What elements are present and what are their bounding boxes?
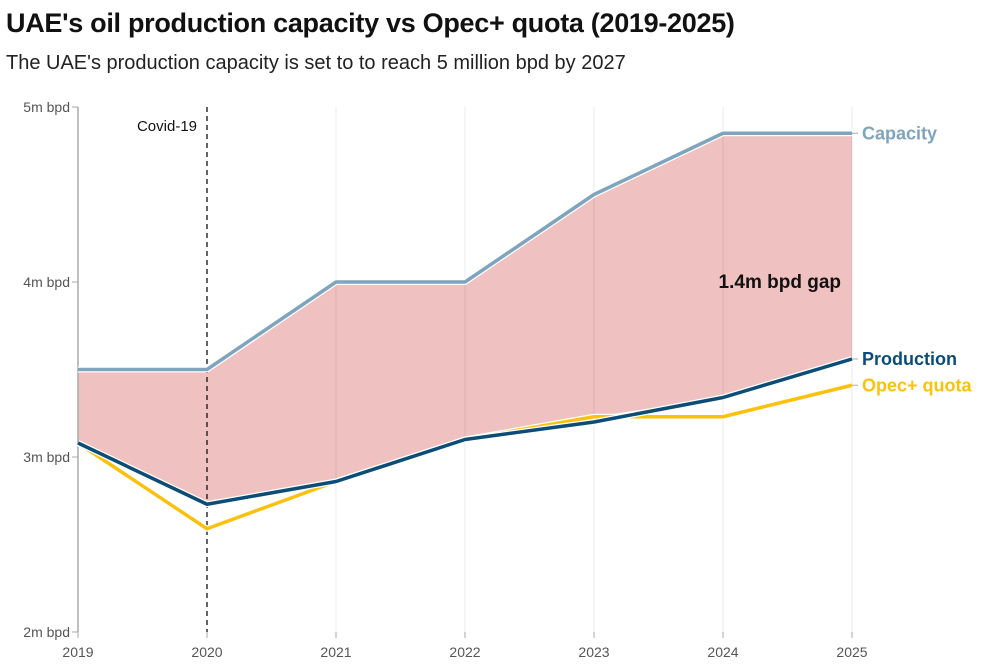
chart-subtitle: The UAE's production capacity is set to … [6,52,626,74]
chart-title: UAE's oil production capacity vs Opec+ q… [6,8,735,38]
x-tick-label: 2019 [62,644,93,660]
x-tick-label: 2021 [320,644,351,660]
series-line-capacity [78,131,852,372]
x-tick-label: 2025 [836,644,867,660]
y-tick-label: 3m bpd [23,449,70,465]
covid-annotation: Covid-19 [137,118,197,135]
y-tick-label: 4m bpd [23,274,70,290]
x-tick-label: 2020 [191,644,222,660]
gap-area [78,133,852,505]
x-tick-label: 2023 [578,644,609,660]
y-tick-label: 5m bpd [23,99,70,115]
gap-annotation: 1.4m bpd gap [719,272,841,293]
series-label: Production [862,349,957,369]
series-line-production [77,357,853,506]
x-tick-label: 2022 [449,644,480,660]
series-label: Capacity [862,123,937,143]
y-tick-label: 2m bpd [23,624,70,640]
x-tick-label: 2024 [707,644,738,660]
series-label: Opec+ quota [862,375,973,395]
